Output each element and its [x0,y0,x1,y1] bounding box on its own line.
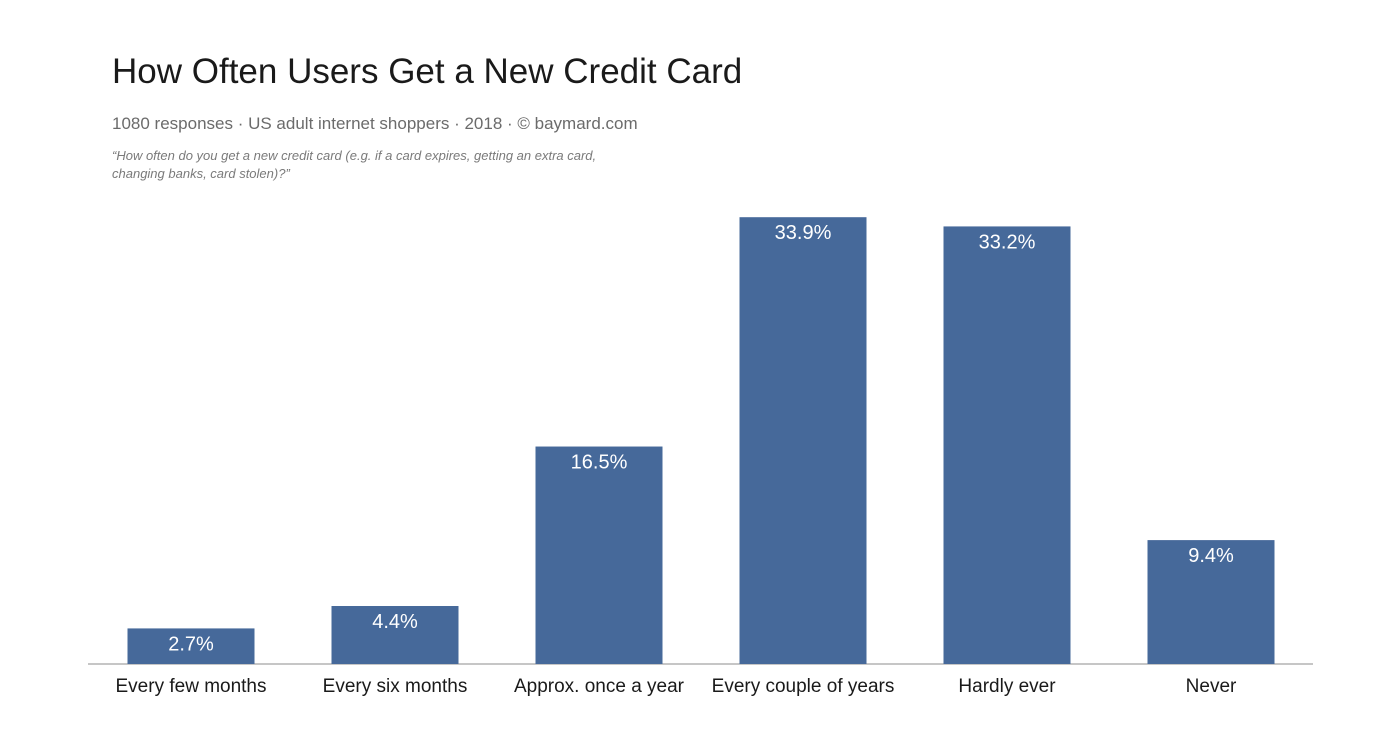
bar-value-label: 16.5% [571,452,628,474]
category-label: Never [1186,676,1237,697]
bar-value-label: 4.4% [372,611,418,633]
bar-value-label: 2.7% [168,633,214,655]
bar [331,606,459,664]
survey-question: “How often do you get a new credit card … [112,148,597,181]
bar [127,628,255,664]
bar [1147,540,1275,664]
bar [943,226,1071,664]
chart-subtitle: 1080 responses · US adult internet shopp… [112,114,638,133]
bar [535,446,663,664]
bar [739,217,867,664]
chart-title: How Often Users Get a New Credit Card [112,52,743,91]
category-label: Hardly ever [958,676,1056,697]
bar-value-label: 9.4% [1188,545,1234,567]
category-label: Every few months [116,676,267,697]
category-label: Approx. once a year [514,676,685,697]
category-label: Every couple of years [712,676,895,697]
category-label: Every six months [323,676,468,697]
bar-value-label: 33.9% [775,222,832,244]
bar-value-label: 33.2% [979,231,1036,253]
